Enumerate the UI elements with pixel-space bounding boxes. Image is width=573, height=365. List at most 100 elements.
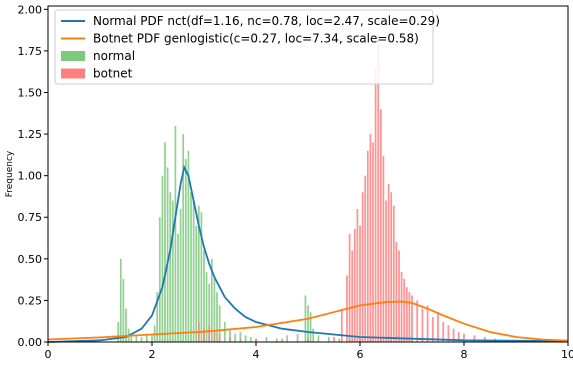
botnet-histogram-bar (452, 328, 455, 342)
normal-pdf-line (47, 164, 569, 343)
y-tick-label: 0.75 (18, 211, 43, 224)
normal-histogram-bar (286, 335, 289, 342)
botnet-histogram-bar (390, 192, 393, 342)
normal-histogram-bar (244, 335, 247, 342)
normal-histogram-bar (130, 333, 133, 342)
y-tick-label: 1.50 (18, 86, 43, 99)
y-axis: 0.00 0.25 0.50 0.75 1.00 1.25 1.50 1.75 2.00 (18, 3, 48, 349)
normal-histogram-bar (223, 322, 226, 342)
x-tick-label: 8 (461, 348, 468, 361)
normal-histogram-bar (192, 200, 195, 342)
normal-histogram-bar (156, 292, 159, 342)
plot-frame (47, 5, 569, 343)
botnet-histogram-bar (395, 242, 398, 342)
normal-histogram-bar (275, 338, 278, 342)
botnet-histogram-bar (340, 308, 343, 342)
botnet-histogram-bar (366, 150, 369, 342)
botnet-histogram-bar (281, 338, 283, 342)
normal-histogram-bar (122, 278, 125, 342)
normal-histogram-bar (174, 125, 177, 342)
legend-box (54, 9, 434, 85)
normal-histogram-bar (158, 217, 161, 342)
legend-patch-swatch (61, 51, 85, 61)
normal-histogram-bar (203, 250, 205, 342)
normal-histogram-bar (327, 337, 330, 342)
x-axis: 0 2 4 6 8 10 (45, 342, 573, 361)
botnet-histogram-bar (408, 292, 411, 342)
normal-histogram-bar (161, 175, 164, 342)
botnet-histogram-bar (218, 333, 221, 342)
y-tick-label: 0.00 (18, 336, 43, 349)
legend-entry-label: Normal PDF nct(df=1.16, nc=0.78, loc=2.4… (93, 14, 440, 28)
normal-histogram-bar (125, 308, 127, 342)
botnet-histogram-bar (398, 250, 400, 342)
botnet-histogram-bar (239, 338, 242, 342)
y-tick-label: 0.50 (18, 253, 43, 266)
normal-histogram-bar (187, 150, 190, 342)
y-tick-label: 0.25 (18, 294, 43, 307)
y-tick-label: 1.75 (18, 45, 43, 58)
normal-histogram (117, 125, 413, 342)
botnet-histogram-bar (372, 142, 374, 342)
legend-entry-label: normal (93, 49, 135, 63)
botnet-histogram-bar (353, 228, 356, 342)
x-tick-label: 2 (149, 348, 156, 361)
normal-histogram-bar (312, 328, 315, 342)
botnet-histogram-bar (437, 312, 439, 342)
botnet-histogram-bar (229, 337, 231, 342)
x-tick-label: 0 (45, 348, 52, 361)
botnet-histogram-bar (369, 134, 372, 342)
normal-histogram-bar (200, 212, 203, 342)
normal-histogram-bar (213, 278, 216, 342)
normal-histogram-bar (234, 333, 237, 342)
normal-histogram-bar (164, 142, 166, 342)
botnet-histogram-bar (348, 233, 351, 342)
normal-histogram-bar (171, 200, 174, 342)
normal-histogram-bar (239, 332, 242, 342)
normal-histogram-bar (184, 159, 187, 342)
normal-histogram-bar (218, 305, 221, 342)
botnet-histogram-bar (356, 208, 359, 342)
botnet-histogram-bar (400, 272, 403, 342)
botnet-histogram-bar (442, 322, 445, 342)
normal-histogram-bar (195, 225, 198, 342)
x-tick-label: 4 (253, 348, 260, 361)
normal-histogram-bar (145, 335, 148, 342)
normal-histogram-bar (182, 134, 185, 342)
botnet-histogram-bar (421, 308, 424, 342)
botnet-histogram-bar (379, 109, 382, 342)
normal-histogram-bar (296, 333, 299, 342)
botnet-pdf-line (47, 300, 569, 342)
y-tick-label: 2.00 (18, 3, 43, 16)
legend-patch-swatch (61, 68, 85, 79)
y-tick-label: 1.25 (18, 128, 43, 141)
botnet-histogram-bar (403, 278, 406, 342)
normal-histogram-bar (307, 305, 309, 342)
botnet-histogram-bar (411, 295, 413, 342)
normal-histogram-bar (249, 337, 252, 342)
botnet-histogram-bar (385, 200, 387, 342)
normal-histogram-bar (229, 328, 231, 342)
botnet-histogram-bar (333, 337, 335, 342)
botnet-histogram-bar (387, 183, 390, 342)
normal-histogram-bar (190, 192, 192, 342)
botnet-histogram-bar (361, 192, 364, 342)
botnet-histogram-bar (364, 175, 367, 342)
botnet-histogram-bar (483, 337, 486, 342)
normal-histogram-bar (179, 208, 182, 342)
normal-histogram-bar (216, 292, 218, 342)
botnet-histogram-bar (359, 225, 361, 342)
normal-histogram-bar (317, 335, 320, 342)
normal-histogram-bar (197, 205, 200, 342)
botnet-histogram-bar (213, 332, 216, 342)
botnet-histogram-bar (447, 325, 450, 342)
botnet-histogram-bar (203, 328, 205, 342)
botnet-histogram-bar (377, 34, 380, 343)
normal-histogram-bar (151, 333, 153, 342)
normal-histogram-bar (119, 258, 122, 342)
legend-entry-label: botnet (93, 67, 133, 81)
y-tick-label: 1.00 (18, 170, 43, 183)
normal-histogram-bar (309, 312, 312, 342)
normal-histogram-bar (210, 258, 213, 342)
legend-entry-label: Botnet PDF genlogistic(c=0.27, loc=7.34,… (93, 32, 419, 46)
